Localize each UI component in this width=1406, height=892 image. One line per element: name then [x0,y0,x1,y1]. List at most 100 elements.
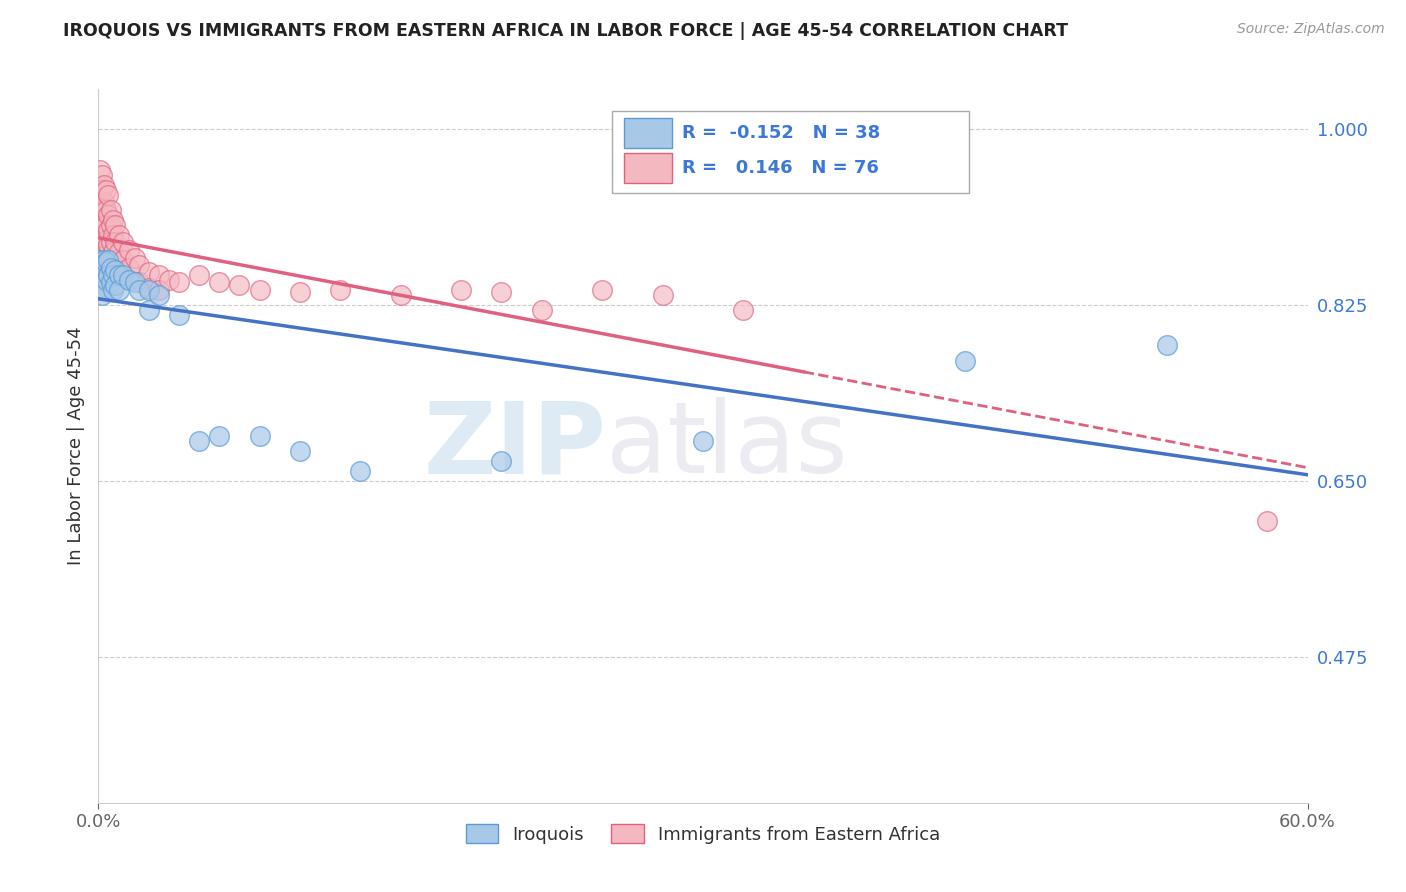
Point [91,233,114,247]
Point [93,258,115,272]
Point [118,243,141,257]
Point [97,208,120,222]
Point [491,285,513,300]
Point [1156,338,1178,352]
Point [103,263,125,277]
Point [148,268,170,282]
Point [1256,515,1278,529]
FancyBboxPatch shape [624,118,672,148]
Point [100,268,122,282]
Point [97,268,120,282]
Point [138,265,160,279]
Point [89,162,111,177]
Point [93,273,115,287]
Point [89,268,111,282]
Point [93,283,115,297]
Point [97,223,120,237]
Text: IROQUOIS VS IMMIGRANTS FROM EASTERN AFRICA IN LABOR FORCE | AGE 45-54 CORRELATIO: IROQUOIS VS IMMIGRANTS FROM EASTERN AFRI… [63,22,1069,40]
Point [89,263,111,277]
Point [157,273,180,287]
Point [450,283,472,297]
Point [101,227,124,242]
Point [491,454,513,468]
Point [97,268,120,282]
Point [96,255,118,269]
Point [91,263,114,277]
Point [107,283,129,297]
Point [228,278,250,293]
Point [96,183,118,197]
Point [101,268,124,282]
Point [288,285,311,300]
Point [89,253,111,268]
Point [148,283,170,297]
Point [93,194,115,209]
Point [97,238,120,252]
Point [96,233,118,247]
Point [208,275,231,289]
Point [89,183,111,197]
Point [107,263,129,277]
Point [208,429,231,443]
Text: Source: ZipAtlas.com: Source: ZipAtlas.com [1237,22,1385,37]
Point [249,429,271,443]
Point [128,283,150,297]
Point [107,227,129,242]
Y-axis label: In Labor Force | Age 45-54: In Labor Force | Age 45-54 [66,326,84,566]
Point [107,268,129,282]
Point [953,353,976,368]
Point [97,187,120,202]
Point [91,183,114,197]
Point [93,211,115,225]
Point [91,218,114,232]
Point [97,253,120,268]
Point [138,303,160,318]
Point [103,218,125,232]
Point [93,253,115,268]
Point [591,283,613,297]
Point [93,227,115,242]
Point [101,212,124,227]
Point [249,283,271,297]
Point [124,251,146,265]
Point [188,268,211,282]
Point [91,248,114,262]
Point [111,268,134,282]
Point [91,202,114,217]
Point [103,253,125,268]
Point [93,243,115,257]
Point [96,248,118,262]
Text: R =   0.146   N = 76: R = 0.146 N = 76 [682,160,879,178]
Text: ZIP: ZIP [423,398,606,494]
Point [91,288,114,302]
Text: atlas: atlas [606,398,848,494]
Point [138,281,160,295]
Point [96,265,118,279]
FancyBboxPatch shape [624,153,672,184]
Point [389,288,412,302]
Point [128,275,150,289]
FancyBboxPatch shape [613,111,969,193]
Legend: Iroquois, Immigrants from Eastern Africa: Iroquois, Immigrants from Eastern Africa [458,817,948,851]
Point [148,288,170,302]
Point [100,261,122,276]
Point [107,245,129,260]
Point [188,434,211,448]
Point [692,434,714,448]
Point [96,202,118,217]
Point [530,303,553,318]
Point [89,253,111,268]
Point [733,303,755,318]
Point [329,283,352,297]
Point [167,275,190,289]
Point [100,202,122,217]
Point [288,444,311,458]
Point [103,235,125,249]
Point [89,243,111,257]
Point [118,261,141,276]
Point [118,273,141,287]
Point [100,218,122,232]
Point [111,235,134,249]
Point [89,283,111,297]
Point [651,288,673,302]
